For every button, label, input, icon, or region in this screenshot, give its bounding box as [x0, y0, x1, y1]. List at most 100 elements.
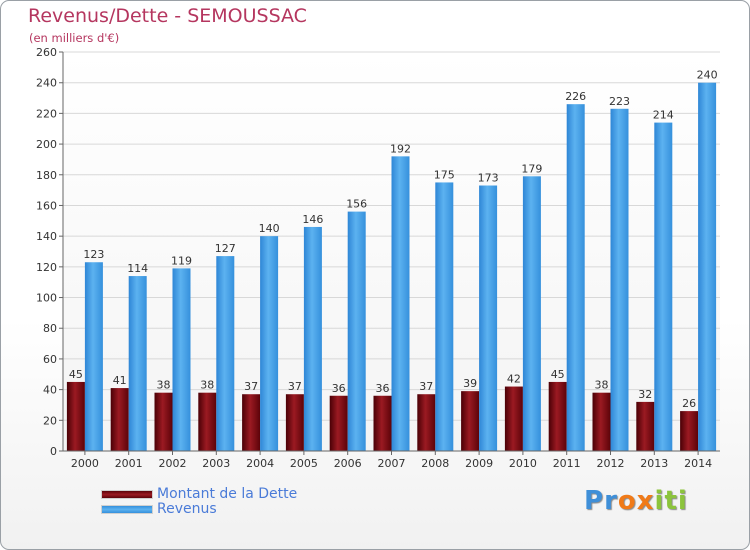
y-tick-label: 140: [36, 230, 57, 243]
data-label-revenus: 127: [215, 242, 236, 255]
bar-revenus: [479, 185, 498, 451]
bar-revenus: [522, 176, 541, 452]
bar-revenus: [84, 262, 103, 451]
x-tick-label: 2003: [202, 457, 230, 470]
legend-item-debt: Montant de la Dette: [101, 487, 297, 502]
data-label-revenus: 156: [346, 198, 367, 211]
y-tick-label: 180: [36, 169, 57, 182]
data-label-revenus: 192: [390, 142, 411, 155]
bar-revenus: [347, 211, 366, 451]
x-tick-label: 2002: [159, 457, 187, 470]
y-tick-label: 20: [43, 414, 57, 427]
x-tick-label: 2009: [465, 457, 493, 470]
bar-debt: [285, 394, 304, 451]
bar-debt: [680, 411, 699, 451]
x-tick-label: 2014: [684, 457, 712, 470]
bar-debt: [66, 381, 85, 451]
x-tick-label: 2006: [334, 457, 362, 470]
bar-revenus: [128, 276, 147, 451]
x-tick-label: 2000: [71, 457, 99, 470]
data-label-debt: 37: [419, 380, 433, 393]
data-label-debt: 39: [463, 377, 477, 390]
x-tick-label: 2013: [640, 457, 668, 470]
bar-debt: [154, 392, 173, 451]
x-tick-label: 2004: [246, 457, 274, 470]
data-label-debt: 32: [638, 388, 652, 401]
y-tick-label: 200: [36, 138, 57, 151]
bar-revenus: [435, 182, 454, 451]
logo-letter: i: [654, 486, 665, 516]
bar-revenus: [260, 236, 279, 451]
y-tick-label: 0: [50, 445, 57, 458]
data-label-debt: 36: [332, 382, 346, 395]
chart-title: Revenus/Dette - SEMOUSSAC: [28, 5, 307, 27]
data-label-debt: 45: [551, 368, 565, 381]
proxiti-logo: Proxiti: [584, 486, 688, 516]
legend-item-revenus: Revenus: [101, 502, 297, 517]
y-tick-label: 120: [36, 261, 57, 274]
bar-debt: [110, 388, 129, 451]
data-label-debt: 45: [69, 368, 83, 381]
bar-debt: [636, 401, 655, 451]
y-tick-label: 80: [43, 322, 57, 335]
bar-revenus: [654, 122, 673, 451]
legend-swatch-debt: [101, 490, 153, 499]
data-label-revenus: 146: [302, 213, 323, 226]
data-label-revenus: 226: [565, 90, 586, 103]
x-tick-label: 2005: [290, 457, 318, 470]
data-label-revenus: 179: [521, 162, 542, 175]
x-tick-label: 2012: [597, 457, 625, 470]
y-tick-label: 40: [43, 384, 57, 397]
logo-letter: i: [677, 486, 688, 516]
y-tick-label: 160: [36, 199, 57, 212]
x-tick-label: 2011: [553, 457, 581, 470]
bar-debt: [198, 392, 217, 451]
x-tick-label: 2008: [421, 457, 449, 470]
legend-swatch-revenus: [101, 505, 153, 514]
bar-debt: [504, 386, 523, 451]
bar-revenus: [566, 104, 585, 451]
x-tick-label: 2001: [115, 457, 143, 470]
data-label-revenus: 119: [171, 254, 192, 267]
data-label-revenus: 114: [127, 262, 148, 275]
bar-revenus: [391, 156, 410, 451]
data-label-revenus: 175: [434, 168, 455, 181]
data-label-revenus: 173: [478, 172, 499, 185]
chart-subtitle: (en milliers d'€): [29, 31, 120, 45]
data-label-debt: 26: [682, 397, 696, 410]
bar-debt: [548, 381, 567, 451]
bar-revenus: [216, 256, 235, 451]
x-tick-label: 2010: [509, 457, 537, 470]
logo-letter: P: [584, 486, 605, 516]
bar-debt: [417, 394, 436, 451]
data-label-debt: 37: [288, 380, 302, 393]
legend-label-revenus: Revenus: [157, 501, 217, 517]
bar-debt: [592, 392, 611, 451]
bar-debt: [373, 395, 392, 451]
data-label-revenus: 140: [259, 222, 280, 235]
chart-legend: Montant de la Dette Revenus: [101, 487, 297, 517]
y-tick-label: 100: [36, 292, 57, 305]
data-label-revenus: 214: [653, 109, 674, 122]
bar-revenus: [698, 82, 717, 451]
data-label-debt: 38: [595, 379, 609, 392]
bar-revenus: [303, 226, 322, 451]
bar-revenus: [172, 268, 191, 451]
data-label-revenus: 240: [697, 69, 718, 82]
data-label-debt: 41: [113, 374, 127, 387]
data-label-debt: 38: [157, 379, 171, 392]
logo-letter: t: [664, 486, 678, 516]
bar-revenus: [610, 108, 629, 452]
y-tick-label: 220: [36, 107, 57, 120]
y-tick-label: 240: [36, 77, 57, 90]
data-label-revenus: 223: [609, 95, 630, 108]
logo-letter: x: [636, 486, 655, 516]
legend-label-debt: Montant de la Dette: [157, 486, 298, 502]
data-label-revenus: 123: [83, 248, 104, 261]
bar-debt: [329, 395, 348, 451]
data-label-debt: 38: [200, 379, 214, 392]
logo-letter: o: [617, 486, 637, 516]
data-label-debt: 42: [507, 373, 521, 386]
